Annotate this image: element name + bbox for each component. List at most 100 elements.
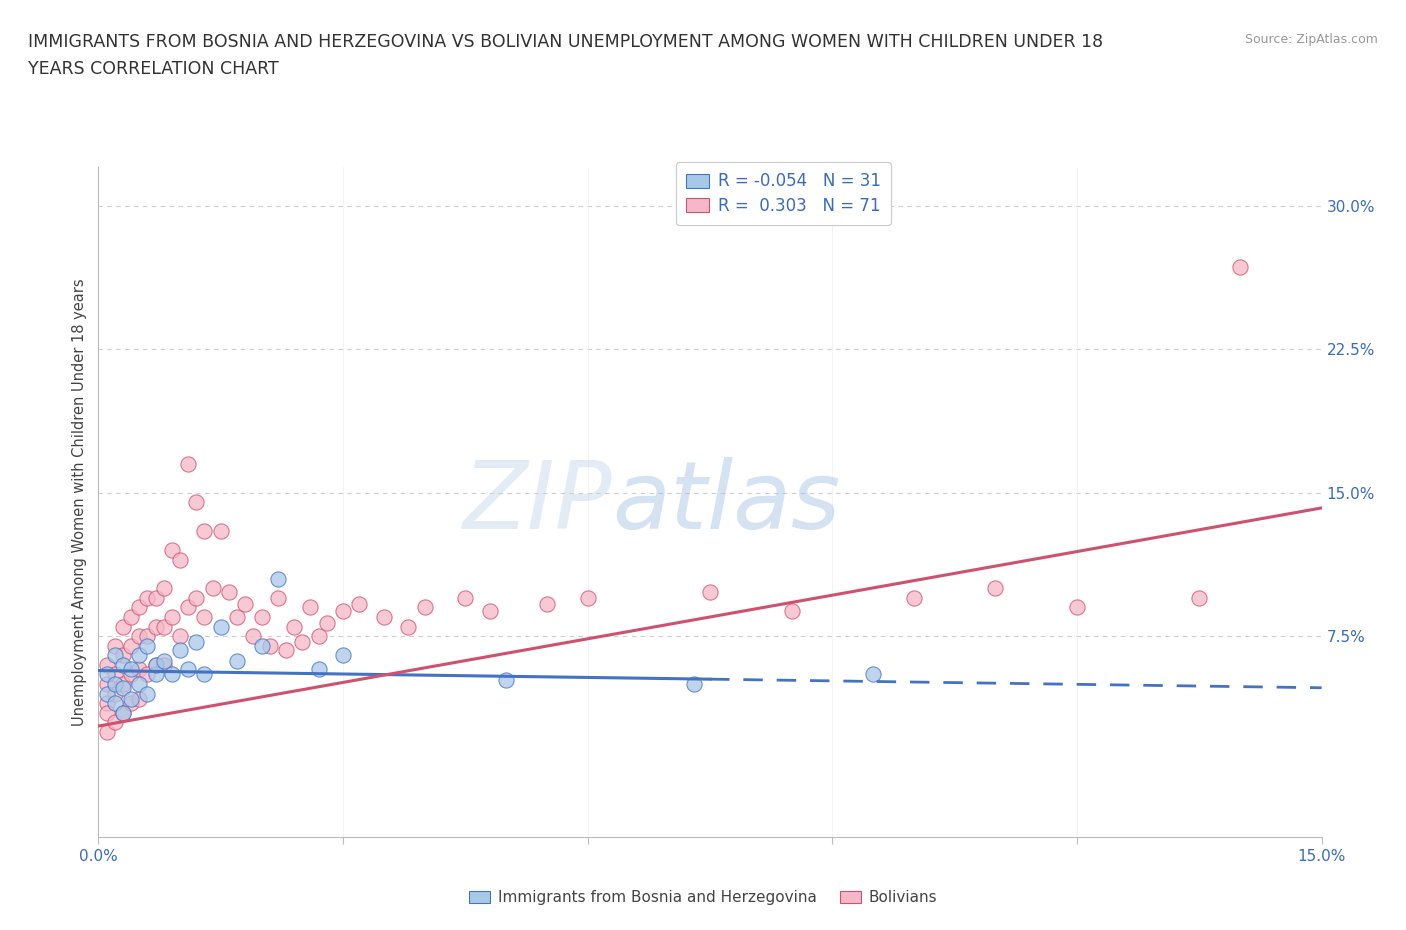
Point — [96, 724, 118, 739]
Point — [267, 571, 290, 586]
Point — [201, 581, 224, 596]
Point — [104, 676, 127, 691]
Point — [96, 696, 118, 711]
Point — [682, 676, 704, 691]
Point — [111, 648, 134, 663]
Point — [152, 654, 174, 669]
Text: Source: ZipAtlas.com: Source: ZipAtlas.com — [1244, 33, 1378, 46]
Point — [128, 648, 150, 663]
Point — [242, 629, 264, 644]
Point — [136, 591, 159, 605]
Point — [128, 692, 150, 707]
Text: atlas: atlas — [612, 457, 841, 548]
Point — [152, 619, 174, 634]
Point — [226, 609, 249, 624]
Point — [120, 667, 142, 682]
Point — [152, 658, 174, 672]
Point — [576, 591, 599, 605]
Point — [111, 681, 134, 696]
Point — [267, 591, 290, 605]
Point — [396, 619, 419, 634]
Point — [96, 676, 118, 691]
Point — [120, 609, 142, 624]
Point — [120, 638, 142, 653]
Point — [495, 672, 517, 687]
Point — [299, 600, 322, 615]
Point — [478, 604, 501, 618]
Point — [136, 629, 159, 644]
Point — [120, 692, 142, 707]
Point — [136, 686, 159, 701]
Point — [250, 638, 273, 653]
Point — [128, 629, 150, 644]
Point — [209, 619, 232, 634]
Point — [160, 609, 183, 624]
Point — [96, 705, 118, 720]
Point — [96, 667, 118, 682]
Text: ZIP: ZIP — [463, 457, 612, 548]
Point — [145, 591, 167, 605]
Point — [1229, 259, 1251, 274]
Point — [903, 591, 925, 605]
Point — [104, 715, 127, 730]
Point — [332, 604, 354, 618]
Point — [96, 658, 118, 672]
Point — [160, 542, 183, 557]
Point — [177, 661, 200, 676]
Point — [120, 696, 142, 711]
Point — [193, 667, 215, 682]
Point — [186, 495, 208, 510]
Point — [1066, 600, 1088, 615]
Point — [373, 609, 395, 624]
Text: IMMIGRANTS FROM BOSNIA AND HERZEGOVINA VS BOLIVIAN UNEMPLOYMENT AMONG WOMEN WITH: IMMIGRANTS FROM BOSNIA AND HERZEGOVINA V… — [28, 33, 1104, 50]
Point — [160, 667, 183, 682]
Point — [111, 705, 134, 720]
Point — [274, 642, 297, 657]
Point — [111, 676, 134, 691]
Point — [186, 634, 208, 649]
Point — [291, 634, 314, 649]
Point — [145, 658, 167, 672]
Point — [209, 524, 232, 538]
Point — [233, 596, 256, 611]
Point — [136, 638, 159, 653]
Point — [193, 524, 215, 538]
Y-axis label: Unemployment Among Women with Children Under 18 years: Unemployment Among Women with Children U… — [72, 278, 87, 726]
Point — [226, 654, 249, 669]
Legend: Immigrants from Bosnia and Herzegovina, Bolivians: Immigrants from Bosnia and Herzegovina, … — [461, 883, 945, 913]
Point — [169, 642, 191, 657]
Point — [308, 661, 330, 676]
Point — [104, 667, 127, 682]
Point — [186, 591, 208, 605]
Point — [413, 600, 436, 615]
Point — [128, 676, 150, 691]
Point — [111, 619, 134, 634]
Point — [454, 591, 477, 605]
Point — [104, 648, 127, 663]
Point — [104, 686, 127, 701]
Point — [218, 585, 240, 600]
Point — [862, 667, 884, 682]
Point — [104, 696, 127, 711]
Point — [169, 552, 191, 567]
Point — [128, 600, 150, 615]
Point — [332, 648, 354, 663]
Point — [315, 616, 337, 631]
Point — [177, 600, 200, 615]
Point — [169, 629, 191, 644]
Point — [136, 667, 159, 682]
Point — [145, 667, 167, 682]
Point — [699, 585, 721, 600]
Point — [145, 658, 167, 672]
Point — [259, 638, 281, 653]
Point — [111, 705, 134, 720]
Legend: R = -0.054   N = 31, R =  0.303   N = 71: R = -0.054 N = 31, R = 0.303 N = 71 — [676, 163, 891, 225]
Point — [152, 581, 174, 596]
Point — [250, 609, 273, 624]
Point — [145, 619, 167, 634]
Point — [177, 457, 200, 472]
Point — [104, 638, 127, 653]
Point — [193, 609, 215, 624]
Point — [283, 619, 305, 634]
Point — [96, 686, 118, 701]
